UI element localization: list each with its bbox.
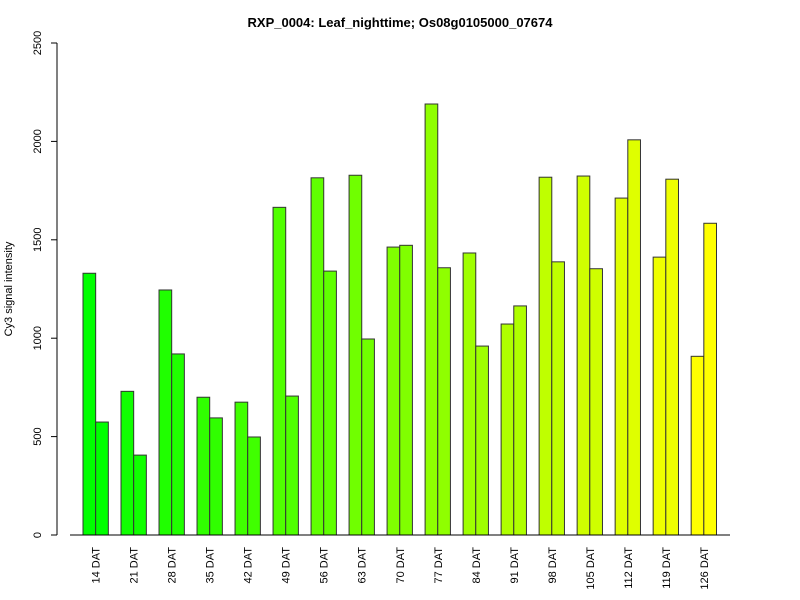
bar-42-dat-rep2 <box>247 436 261 536</box>
x-tick-label: 21 DAT <box>129 547 141 584</box>
bar-112-dat-rep2 <box>627 139 641 536</box>
bar-70-dat-rep2 <box>399 244 413 536</box>
y-tick-label: 2000 <box>32 129 44 153</box>
y-tick-label: 0 <box>32 532 44 538</box>
y-axis-label: Cy3 signal intensity <box>3 241 15 336</box>
bar-49-dat-rep1 <box>272 206 287 536</box>
y-tick-label: 500 <box>32 427 44 445</box>
bar-77-dat-rep2 <box>437 267 451 536</box>
x-tick-label: 112 DAT <box>623 547 635 589</box>
y-tick-label: 2500 <box>32 31 44 55</box>
bar-63-dat-rep2 <box>361 338 375 536</box>
bar-119-dat-rep2 <box>665 178 679 536</box>
bar-84-dat-rep1 <box>462 252 477 536</box>
bar-77-dat-rep1 <box>424 103 439 536</box>
bar-91-dat-rep1 <box>500 323 515 536</box>
x-tick-label: 98 DAT <box>547 547 559 584</box>
x-tick-label: 119 DAT <box>661 547 673 589</box>
bar-105-dat-rep2 <box>589 268 603 536</box>
x-tick-label: 49 DAT <box>281 547 293 584</box>
y-tick-label: 1500 <box>32 228 44 252</box>
bar-35-dat-rep1 <box>196 396 211 536</box>
x-tick-label: 63 DAT <box>357 547 369 584</box>
bar-49-dat-rep2 <box>285 395 299 536</box>
bar-21-dat-rep2 <box>133 454 147 536</box>
chart-title: RXP_0004: Leaf_nighttime; Os08g0105000_0… <box>248 15 554 30</box>
bar-21-dat-rep1 <box>120 390 135 536</box>
bar-126-dat-rep1 <box>690 355 705 536</box>
bar-56-dat-rep2 <box>323 270 337 536</box>
y-tick-label: 1000 <box>32 326 44 350</box>
x-tick-label: 14 DAT <box>91 547 103 584</box>
bar-63-dat-rep1 <box>348 174 363 536</box>
x-tick-label: 91 DAT <box>509 547 521 584</box>
bar-98-dat-rep1 <box>538 176 553 536</box>
x-tick-label: 84 DAT <box>471 547 483 584</box>
bar-126-dat-rep2 <box>703 222 718 536</box>
x-tick-label: 105 DAT <box>585 547 597 590</box>
bar-70-dat-rep1 <box>386 246 401 536</box>
x-tick-label: 70 DAT <box>395 547 407 584</box>
bar-14-dat-rep2 <box>95 421 109 536</box>
x-axis-labels: 14 DAT 21 DAT 28 DAT 35 DAT 42 DAT 49 DAT 56 D… <box>91 547 711 590</box>
bar-42-dat-rep1 <box>234 401 249 536</box>
x-tick-label: 28 DAT <box>167 547 179 584</box>
bar-28-dat-rep2 <box>171 353 185 536</box>
bar-56-dat-rep1 <box>310 177 325 536</box>
bar-84-dat-rep2 <box>475 345 489 536</box>
x-tick-label: 56 DAT <box>319 547 331 584</box>
bar-105-dat-rep1 <box>576 175 591 536</box>
bar-28-dat-rep1 <box>158 289 173 536</box>
bar-35-dat-rep2 <box>209 417 223 536</box>
x-tick-label: 126 DAT <box>699 547 711 590</box>
bar-91-dat-rep2 <box>513 305 527 536</box>
bar-119-dat-rep1 <box>652 256 667 536</box>
bar-14-dat-rep1 <box>82 272 97 536</box>
x-tick-label: 35 DAT <box>205 547 217 584</box>
y-axis: 0 500 1000 1500 2000 2500 <box>32 31 58 538</box>
x-tick-label: 77 DAT <box>433 547 445 584</box>
bars <box>82 103 718 536</box>
bar-112-dat-rep1 <box>614 197 629 536</box>
bar-98-dat-rep2 <box>551 261 565 536</box>
x-tick-label: 42 DAT <box>243 547 255 584</box>
